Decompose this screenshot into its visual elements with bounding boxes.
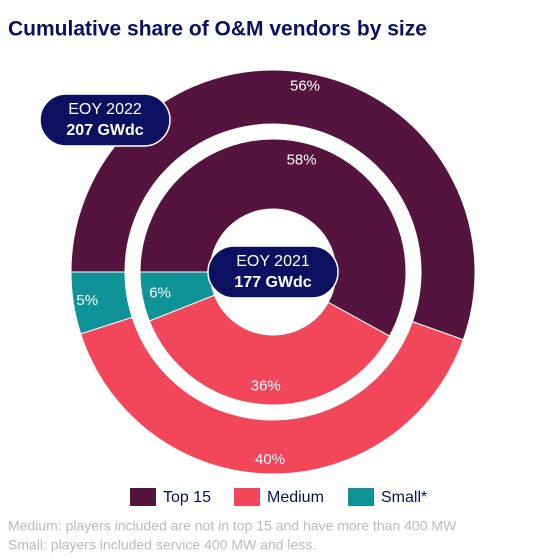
legend-label: Top 15 (163, 489, 211, 506)
footnote: Small: players included service 400 MW a… (8, 537, 316, 553)
data-label: 6% (149, 285, 171, 302)
data-label: 36% (251, 378, 281, 395)
donut-segment (139, 271, 216, 322)
data-label: 56% (290, 78, 320, 95)
donut-segment (70, 271, 133, 335)
ring-total: 207 GWdc (66, 122, 143, 139)
overlay: EOY 2022 207 GWdc EOY 2021 177 GWdc Top 15 Me… (8, 93, 457, 553)
donut-segment (139, 138, 407, 337)
legend-swatch (130, 488, 156, 506)
ring-name: EOY 2022 (68, 101, 142, 118)
rings: 56% 40% 5% 58% 36% 6% (70, 69, 476, 475)
legend-label: Medium (267, 489, 324, 506)
ring-label-box (207, 245, 339, 299)
ring-name: EOY 2021 (236, 253, 310, 270)
donut-segment (148, 294, 391, 406)
ring-total: 177 GWdc (234, 274, 311, 291)
donut-segment (80, 316, 464, 475)
ring-label-box (39, 93, 171, 147)
footnote: Medium: players included are not in top … (8, 518, 457, 534)
data-label: 5% (76, 292, 98, 309)
data-label: 40% (255, 451, 285, 468)
donut-segment (70, 69, 476, 341)
legend-swatch (234, 488, 260, 506)
ring-gap (131, 130, 415, 414)
legend-swatch (348, 488, 374, 506)
data-label: 58% (287, 152, 317, 169)
legend-label: Small* (381, 489, 427, 506)
chart-title: Cumulative share of O&M vendors by size (8, 18, 427, 41)
